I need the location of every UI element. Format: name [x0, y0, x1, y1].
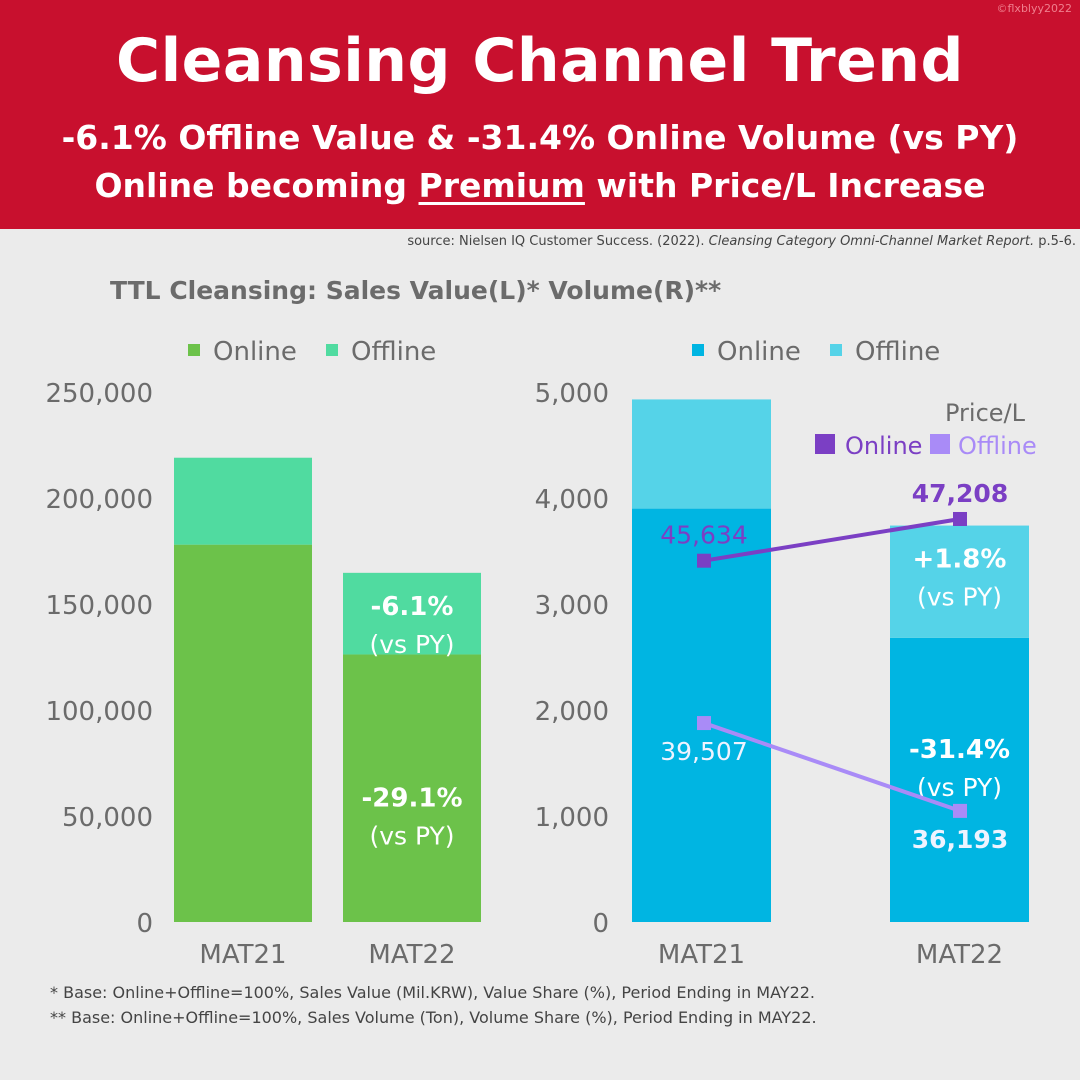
volume-y-tick-label: 5,000: [535, 379, 609, 409]
value-y-tick-label: 200,000: [45, 485, 153, 515]
price-line-offline: [703, 721, 961, 813]
value-legend-label-offline: Offline: [351, 337, 436, 367]
source-suffix: p.5-6.: [1034, 234, 1076, 249]
price-point-offline-mat21: [697, 716, 711, 731]
value-annotation-sub-offline: (vs PY): [369, 630, 454, 659]
page-subtitle-2: Online becoming Premium with Price/L Inc…: [0, 166, 1080, 205]
volume-y-tick-label: 3,000: [535, 591, 609, 621]
price-legend-swatch-offline: [930, 434, 950, 454]
volume-legend-label-offline: Offline: [855, 337, 940, 367]
value-bar-mat21-offline: [174, 457, 312, 545]
price-label-offline-mat22: 36,193: [912, 825, 1008, 854]
value-legend-label-online: Online: [213, 337, 297, 367]
volume-y-tick-label: 2,000: [535, 697, 609, 727]
value-y-tick-label: 150,000: [45, 591, 153, 621]
price-legend-title: Price/L: [945, 399, 1026, 427]
volume-x-tick-label: MAT21: [658, 940, 745, 970]
source-report-title: Cleansing Category Omni-Channel Market R…: [708, 234, 1035, 249]
price-label-online-mat22: 47,208: [912, 479, 1008, 508]
volume-y-tick-label: 4,000: [535, 485, 609, 515]
volume-annotation-sub-online: (vs PY): [917, 773, 1002, 802]
value-y-tick-label: 50,000: [62, 803, 153, 833]
value-bar-mat21-online: [174, 544, 312, 922]
value-x-tick-label: MAT22: [368, 940, 455, 970]
volume-bar-mat21-online: [632, 508, 771, 922]
page-subtitle-1: -6.1% Offline Value & -31.4% Online Volu…: [61, 118, 1019, 157]
volume-legend-swatch-online: [692, 344, 704, 356]
value-y-tick-label: 250,000: [45, 379, 153, 409]
footnote-volume: ** Base: Online+Offline=100%, Sales Volu…: [50, 1008, 817, 1027]
price-point-online-mat22: [953, 511, 967, 526]
value-annotation-online: -29.1%: [362, 783, 463, 813]
value-bar-mat22-offline: [343, 572, 481, 655]
value-x-tick-label: MAT21: [199, 940, 286, 970]
footnote-value: * Base: Online+Offline=100%, Sales Value…: [50, 983, 816, 1002]
volume-annotation-online: -31.4%: [909, 735, 1010, 765]
value-legend-swatch-online: [188, 344, 200, 356]
volume-bar-mat22-online: [890, 637, 1029, 922]
volume-annotation-offline: +1.8%: [913, 545, 1007, 575]
price-legend-label-online: Online: [845, 432, 922, 460]
price-label-online-mat21: 45,634: [660, 521, 747, 550]
value-legend-swatch-offline: [326, 344, 338, 356]
volume-x-tick-label: MAT22: [916, 940, 1003, 970]
volume-legend-swatch-offline: [830, 344, 842, 356]
subtitle-2-pre: Online becoming: [94, 166, 419, 205]
price-legend-swatch-online: [815, 434, 835, 454]
price-legend-label-offline: Offline: [958, 432, 1037, 460]
value-annotation-offline: -6.1%: [371, 592, 454, 622]
header-banner: ©flxblyy2022 Cleansing Channel Trend -6.…: [0, 0, 1080, 229]
source-prefix: source: Nielsen IQ Customer Success. (20…: [407, 234, 709, 249]
value-annotation-sub-online: (vs PY): [369, 821, 454, 850]
chart-title: TTL Cleansing: Sales Value(L)* Volume(R)…: [110, 276, 722, 305]
value-y-tick-label: 100,000: [45, 697, 153, 727]
volume-legend-label-online: Online: [717, 337, 801, 367]
value-y-tick-label: 0: [136, 909, 153, 939]
subtitle-2-emphasis: Premium: [418, 166, 585, 205]
page-title: Cleansing Channel Trend: [116, 26, 964, 96]
value-bar-mat22-online: [343, 654, 481, 922]
volume-bar-mat22-offline: [890, 525, 1029, 638]
subtitle-2-post: with Price/L Increase: [584, 166, 986, 205]
price-line-online: [703, 517, 961, 563]
price-label-offline-mat21: 39,507: [660, 737, 747, 766]
volume-y-tick-label: 1,000: [535, 803, 609, 833]
source-citation: source: Nielsen IQ Customer Success. (20…: [407, 234, 1076, 249]
volume-annotation-sub-offline: (vs PY): [917, 583, 1002, 612]
volume-y-tick-label: 0: [592, 909, 609, 939]
credit-text: ©flxblyy2022: [996, 2, 1073, 15]
price-point-offline-mat22: [953, 803, 967, 818]
footnotes: * Base: Online+Offline=100%, Sales Value…: [50, 980, 817, 1030]
price-point-online-mat21: [697, 553, 711, 568]
volume-bar-mat21-offline: [632, 399, 771, 509]
